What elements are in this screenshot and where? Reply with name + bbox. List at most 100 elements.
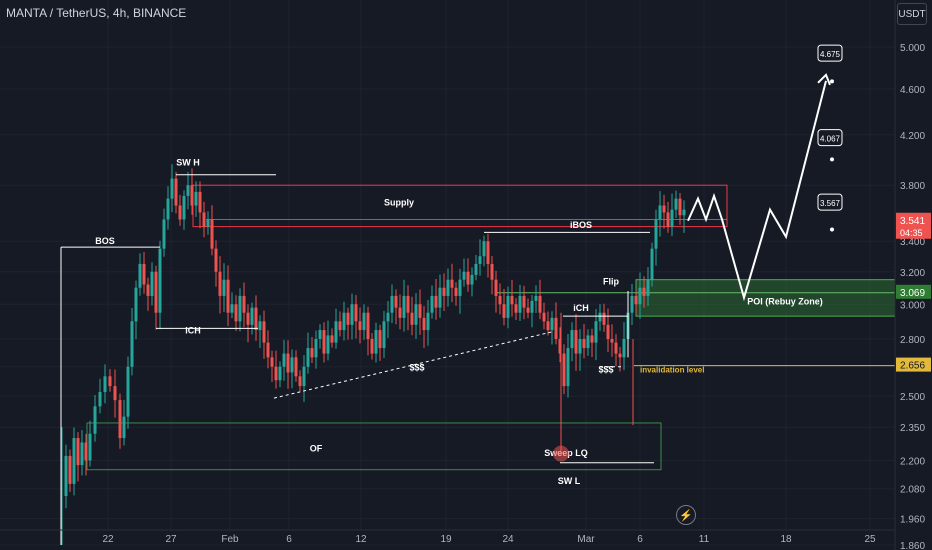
candle-body [130,321,134,367]
candle-body [478,256,482,264]
candle-body [586,335,590,349]
candle-body [602,312,606,325]
candle-body [454,287,458,296]
time-tick-label: 22 [102,534,114,545]
candle-body [322,330,326,354]
candle-body [170,178,174,199]
candle-body [194,191,198,206]
candle-body [674,198,678,210]
candle-body [278,366,282,381]
candle-body [630,295,634,313]
candle-body [366,312,370,340]
target-box [817,193,843,211]
candle-body [258,321,262,331]
candle-body [666,212,670,227]
candle-body [598,312,602,322]
candle-body [290,357,294,373]
candle-body [150,271,154,296]
candle-body [382,321,386,349]
time-tick-label: 25 [864,534,876,545]
target-label: 4.067 [820,135,841,144]
candle-body [72,438,76,484]
candle-body [108,376,112,387]
candle-body [182,195,186,220]
candle-body [426,312,430,331]
candle-body [374,330,378,354]
candle-body [450,279,454,288]
zone-supply [192,184,728,228]
annotation-label: iCH [185,326,201,336]
candle-body [318,330,322,340]
candle-body [162,219,166,249]
time-tick-label: 19 [440,534,452,545]
candle-body [358,321,362,331]
time-axis[interactable]: 22 27 Feb 6 12 19 24 Mar 6 11 18 25 [0,529,895,545]
target-label: 4.675 [820,50,841,59]
grid [0,0,895,546]
symbol-title[interactable]: MANTA / TetherUS, 4h, BINANCE [6,6,187,20]
candle-body [634,295,638,305]
candle-body [294,357,298,377]
candle-body [230,304,234,313]
time-tick-label: 11 [699,534,710,545]
candle-body [514,304,518,313]
price-tick-label: 1.860 [900,541,925,550]
price-tick-label: 3.400 [900,237,925,248]
candle-body [166,198,170,220]
candle-body [98,392,102,407]
candle-body [386,312,390,322]
currency-button[interactable]: USDT [897,3,927,25]
candle-body [342,312,346,331]
time-tick-label: Mar [577,534,595,545]
candle-body [546,321,550,331]
candle-body [542,312,546,322]
candle-body [438,287,442,308]
candle-body [578,339,582,354]
candle-body [234,304,238,322]
candle-body [334,321,338,343]
candle-body [610,339,614,343]
candle-body [474,263,478,275]
candle-body [306,348,310,367]
candle-body [226,279,230,313]
candle-body [562,353,566,387]
candle-body [206,219,210,227]
candle-body [113,386,117,401]
candle-body [646,279,650,296]
candle-body [298,376,302,387]
candle-body [242,295,246,313]
price-axis[interactable]: 5.000 4.600 4.200 3.800 3.400 3.200 3.000 2.800… [894,0,932,550]
candle-body [554,317,558,340]
flash-icon[interactable]: ⚡ [676,505,696,525]
candle-body [506,295,510,318]
candle-body [103,376,107,393]
candle-body [398,307,402,318]
candle-body [418,304,422,318]
candle-body [93,406,97,434]
candle-body [414,304,418,325]
candle-body [174,178,178,206]
target-box [817,129,843,147]
candle-body [394,295,398,308]
price-axis-bg [895,0,932,550]
candle-body [286,353,290,373]
candle-body [350,304,354,325]
annotation-label: SW H [176,158,200,168]
candle-body [310,348,314,358]
candle-body [650,248,654,280]
candle-body [80,442,84,466]
candle-body [254,307,258,331]
candle-body [662,205,666,213]
price-tick-label: 4.600 [900,85,925,96]
time-tick-label: 27 [165,534,177,545]
candle-body [490,263,494,280]
price-label-bg [896,357,931,372]
candle-body [442,287,446,296]
candle-body [326,335,330,354]
annotation-label: invalidation level [640,365,704,374]
candle-body [574,330,578,354]
candle-body [274,366,278,381]
price-label-countdown: 04:35 [900,228,923,238]
candle-body [486,241,490,264]
